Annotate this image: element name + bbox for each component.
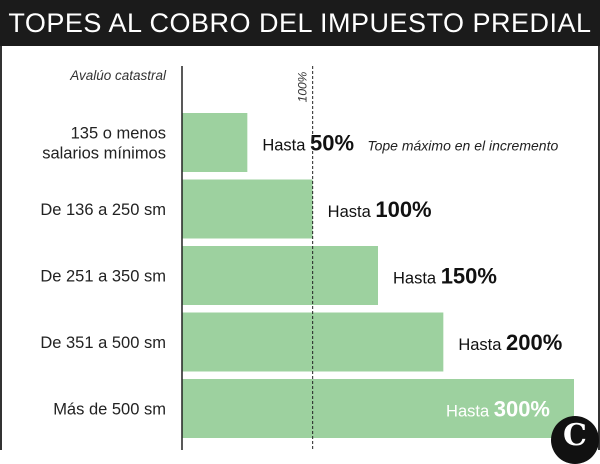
category-label: De 251 a 350 sm [40, 268, 166, 286]
value-label: Hasta 150% [393, 264, 497, 289]
bar [182, 379, 574, 438]
bar [182, 246, 378, 305]
left-frame-line [0, 46, 2, 450]
chart-title: TOPES AL COBRO DEL IMPUESTO PREDIAL [0, 0, 600, 46]
right-frame-line [598, 46, 600, 450]
bar [182, 179, 313, 239]
category-label: De 351 a 500 sm [40, 334, 166, 352]
category-label: Más de 500 sm [53, 401, 166, 419]
reference-line-label: 100% [296, 71, 310, 102]
value-label: Hasta 100% [328, 197, 432, 222]
publisher-logo-icon: C [551, 416, 599, 464]
category-header: Avalúo catastral [69, 68, 167, 83]
value-label: Hasta 300% [446, 397, 550, 422]
annotation-label: Tope máximo en el incremento [367, 138, 558, 154]
bar [182, 113, 248, 172]
bar-chart: Avalúo catastral 135 o menos salarios míni… [40, 66, 574, 450]
category-label: De 136 a 250 sm [40, 201, 166, 219]
value-label: Hasta 50% [262, 131, 354, 156]
category-label: 135 o menos salarios mínimos [42, 125, 166, 163]
value-label: Hasta 200% [458, 330, 562, 355]
